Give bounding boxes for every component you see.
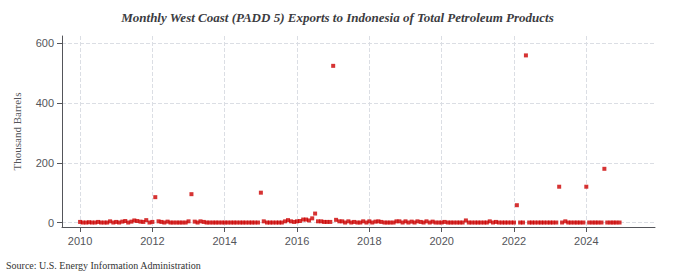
- svg-text:2016: 2016: [285, 235, 309, 247]
- svg-text:600: 600: [36, 37, 54, 49]
- svg-text:400: 400: [36, 97, 54, 109]
- svg-text:2018: 2018: [357, 235, 381, 247]
- svg-text:0: 0: [48, 217, 54, 229]
- svg-text:2010: 2010: [68, 235, 92, 247]
- svg-text:2012: 2012: [140, 235, 164, 247]
- svg-text:2020: 2020: [429, 235, 453, 247]
- svg-text:Monthly West Coast (PADD 5) Ex: Monthly West Coast (PADD 5) Exports to I…: [120, 10, 554, 25]
- svg-text:200: 200: [36, 157, 54, 169]
- svg-text:Thousand Barrels: Thousand Barrels: [11, 93, 23, 171]
- svg-text:2024: 2024: [574, 235, 598, 247]
- svg-text:2014: 2014: [212, 235, 236, 247]
- svg-text:2022: 2022: [502, 235, 526, 247]
- svg-text:Source: U.S. Energy Informatio: Source: U.S. Energy Information Administ…: [6, 260, 201, 271]
